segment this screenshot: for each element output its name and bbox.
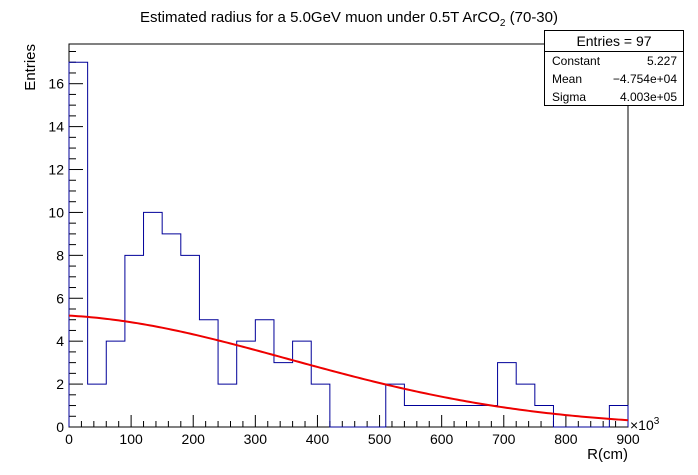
stats-row-mean: Mean −4.754e+04 <box>545 70 683 88</box>
stats-value: −4.754e+04 <box>612 72 677 86</box>
chart-title-subscript: 2 <box>500 18 506 29</box>
x-axis-exponent-power: 3 <box>654 416 660 427</box>
x-axis-ticks: 0 100 200 300 400 500 600 700 800 900 <box>65 415 640 447</box>
gaussian-fit-curve <box>68 314 629 422</box>
y-tick-label: 0 <box>56 419 64 435</box>
x-axis-exponent: ×103 <box>630 416 660 433</box>
y-tick-label: 2 <box>56 376 64 392</box>
x-axis-label: R(cm) <box>587 446 628 463</box>
stats-row-sigma: Sigma 4.003e+05 <box>545 88 683 106</box>
x-tick-label: 900 <box>616 431 640 447</box>
y-tick-label: 16 <box>48 76 64 92</box>
x-axis-exponent-base: ×10 <box>630 417 654 433</box>
y-tick-label: 14 <box>48 119 64 135</box>
y-tick-label: 8 <box>56 247 64 263</box>
x-tick-label: 500 <box>368 431 392 447</box>
chart-title-suffix: (70-30) <box>505 9 558 26</box>
x-tick-label: 600 <box>430 431 454 447</box>
stats-label: Constant <box>552 54 601 68</box>
x-tick-label: 800 <box>554 431 578 447</box>
stats-value: 4.003e+05 <box>619 90 677 104</box>
stats-label: Sigma <box>552 90 587 104</box>
histogram-outline <box>68 61 629 428</box>
x-tick-label: 700 <box>492 431 516 447</box>
y-tick-label: 4 <box>56 333 64 349</box>
chart-title: Estimated radius for a 5.0GeV muon under… <box>140 9 558 29</box>
stats-label: Mean <box>552 72 583 86</box>
y-tick-label: 6 <box>56 290 64 306</box>
y-axis-label: Entries <box>22 44 39 91</box>
y-tick-label: 10 <box>48 204 64 220</box>
x-tick-label: 200 <box>182 431 206 447</box>
x-tick-label: 300 <box>244 431 268 447</box>
stats-entries: Entries = 97 <box>545 31 683 52</box>
stats-value: 5.227 <box>646 54 677 68</box>
x-tick-label: 0 <box>65 431 73 447</box>
x-tick-label: 100 <box>119 431 143 447</box>
stats-box: Entries = 97 Constant 5.227 Mean −4.754e… <box>544 30 684 106</box>
x-tick-label: 400 <box>306 431 330 447</box>
y-tick-label: 12 <box>48 162 64 178</box>
chart-title-main: Estimated radius for a 5.0GeV muon under… <box>140 9 500 26</box>
stats-row-constant: Constant 5.227 <box>545 52 683 70</box>
y-axis-ticks: 0 2 4 6 8 10 12 14 16 <box>48 51 83 435</box>
